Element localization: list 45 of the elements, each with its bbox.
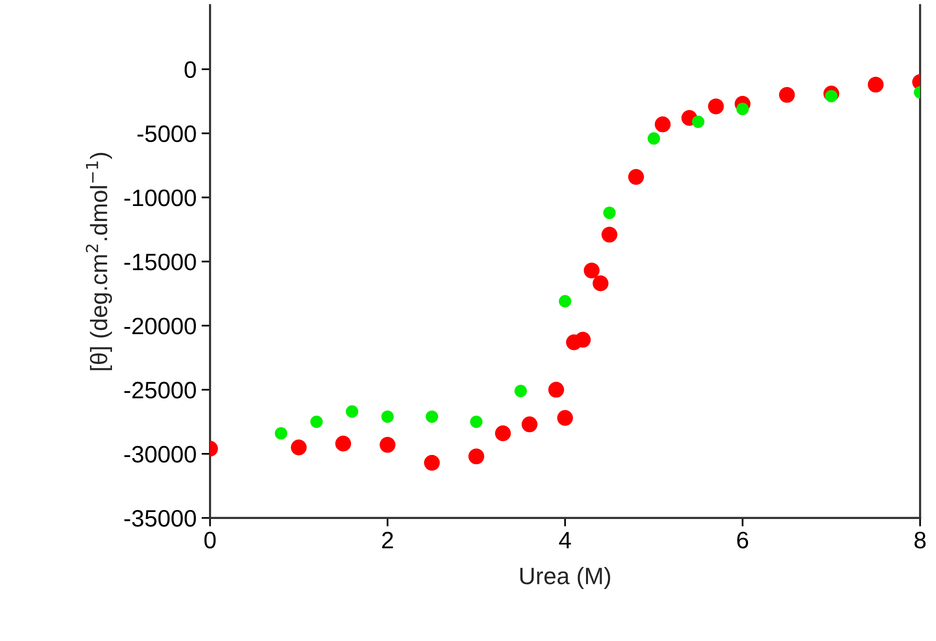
point — [381, 410, 394, 423]
point — [310, 416, 323, 428]
x-tick-label: 4 — [559, 532, 571, 548]
point — [648, 132, 660, 145]
y-tick-label: -25000 — [124, 382, 196, 399]
point — [557, 410, 573, 426]
point — [514, 384, 527, 398]
x-tick-label: 0 — [204, 532, 216, 548]
y-tick-label: -30000 — [124, 446, 196, 463]
point — [779, 86, 795, 103]
point — [628, 169, 644, 185]
point — [380, 436, 396, 453]
x-axis-title: Urea (M) — [520, 567, 610, 590]
y-tick-label: -15000 — [124, 254, 196, 270]
point — [346, 405, 358, 418]
y-tick-label: 0 — [184, 61, 196, 78]
point — [584, 262, 600, 278]
point — [558, 295, 572, 308]
point — [602, 226, 618, 243]
point — [470, 416, 483, 428]
point — [692, 116, 704, 128]
y-tick-label: -10000 — [124, 189, 196, 206]
point — [424, 454, 440, 471]
point — [335, 436, 352, 452]
point — [548, 382, 564, 398]
point — [868, 76, 884, 93]
point — [603, 206, 616, 220]
point — [290, 440, 307, 456]
point — [574, 332, 591, 348]
point — [468, 448, 484, 464]
point — [495, 425, 511, 442]
point — [592, 275, 608, 292]
x-tick-label: 8 — [914, 532, 926, 548]
x-tick-label: 2 — [382, 532, 393, 548]
y-tick-label: -20000 — [124, 318, 196, 334]
point — [736, 102, 749, 116]
point — [274, 427, 288, 440]
y-axis-title: [θ] (deg.cm$^{2}$.dmol$^{−1}$) — [86, 152, 112, 370]
y-tick-label: -35000 — [124, 510, 196, 527]
point — [522, 416, 538, 432]
y-tick-label: -5000 — [138, 125, 196, 142]
point — [654, 116, 671, 132]
point — [426, 410, 438, 423]
x-tick-label: 6 — [737, 532, 748, 548]
point — [708, 98, 724, 114]
